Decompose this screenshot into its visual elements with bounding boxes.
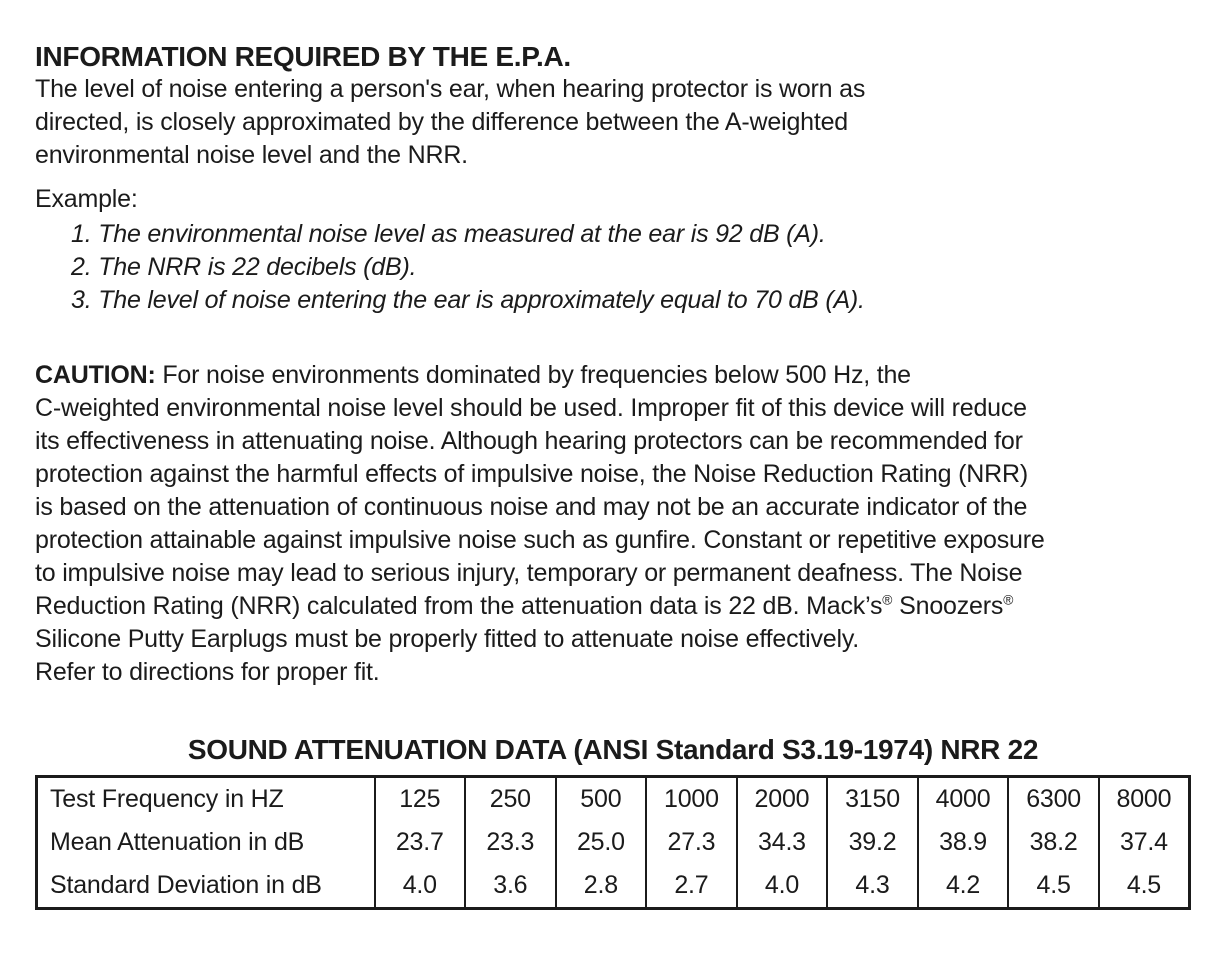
table-cell: 125 — [373, 776, 466, 821]
table-cell: 39.2 — [826, 821, 918, 864]
caution-text: Snoozers — [892, 592, 1004, 620]
table-row-mean-attenuation: Mean Attenuation in dB 23.7 23.3 25.0 27… — [37, 821, 1190, 864]
table-cell: 6300 — [1007, 776, 1099, 821]
table-cell: 27.3 — [645, 821, 737, 864]
table-cell: 4.3 — [826, 864, 918, 909]
table-cell: 4.5 — [1097, 864, 1190, 909]
sound-attenuation-table: Test Frequency in HZ 125 250 500 1000 20… — [35, 775, 1191, 910]
caution-text: For noise environments dominated by freq… — [35, 361, 1045, 620]
table-cell: 23.7 — [373, 821, 466, 864]
table-cell: 3150 — [826, 776, 918, 821]
example-item: 2. The NRR is 22 decibels (dB). — [71, 253, 417, 281]
caution-text: Silicone Putty Earplugs must be properly… — [35, 625, 860, 686]
table-cell: 4.2 — [916, 864, 1009, 909]
table-cell: 37.4 — [1097, 821, 1190, 864]
table-cell: 25.0 — [554, 821, 647, 864]
row-label: Mean Attenuation in dB — [50, 828, 305, 856]
table-cell: 250 — [464, 776, 556, 821]
table-cell: 4.5 — [1007, 864, 1099, 909]
epa-information-heading: INFORMATION REQUIRED BY THE E.P.A. — [35, 41, 571, 72]
row-label: Standard Deviation in dB — [50, 871, 322, 899]
table-cell: 500 — [554, 776, 647, 821]
table-cell: 23.3 — [464, 821, 556, 864]
table-cell: 4000 — [916, 776, 1009, 821]
table-cell: 38.9 — [916, 821, 1009, 864]
table-cell: 4.0 — [735, 864, 828, 909]
table-cell: 38.2 — [1007, 821, 1099, 864]
table-cell: 34.3 — [735, 821, 828, 864]
registered-trademark-mark: ® — [1003, 592, 1014, 608]
example-item: 1. The environmental noise level as meas… — [71, 220, 826, 248]
example-label: Example: — [35, 185, 138, 213]
table-cell: 2.7 — [645, 864, 737, 909]
registered-trademark-mark: ® — [882, 592, 893, 608]
intro-paragraph: The level of noise entering a person's e… — [35, 75, 866, 169]
table-cell: 8000 — [1097, 776, 1190, 821]
example-list: 1. The environmental noise level as meas… — [35, 218, 1223, 317]
table-cell: 2.8 — [554, 864, 647, 909]
table-row-test-frequency: Test Frequency in HZ 125 250 500 1000 20… — [37, 776, 1190, 821]
caution-label: CAUTION: — [35, 361, 156, 389]
table-cell: 1000 — [645, 776, 737, 821]
sound-attenuation-table-title: SOUND ATTENUATION DATA (ANSI Standard S3… — [187, 734, 1039, 765]
row-label: Test Frequency in HZ — [50, 785, 284, 813]
caution-paragraph: CAUTION: For noise environments dominate… — [35, 359, 1223, 689]
table-cell: 4.0 — [373, 864, 466, 909]
table-cell: 2000 — [735, 776, 828, 821]
example-item: 3. The level of noise entering the ear i… — [71, 286, 865, 314]
table-cell: 3.6 — [464, 864, 556, 909]
table-row-standard-deviation: Standard Deviation in dB 4.0 3.6 2.8 2.7… — [37, 864, 1190, 909]
